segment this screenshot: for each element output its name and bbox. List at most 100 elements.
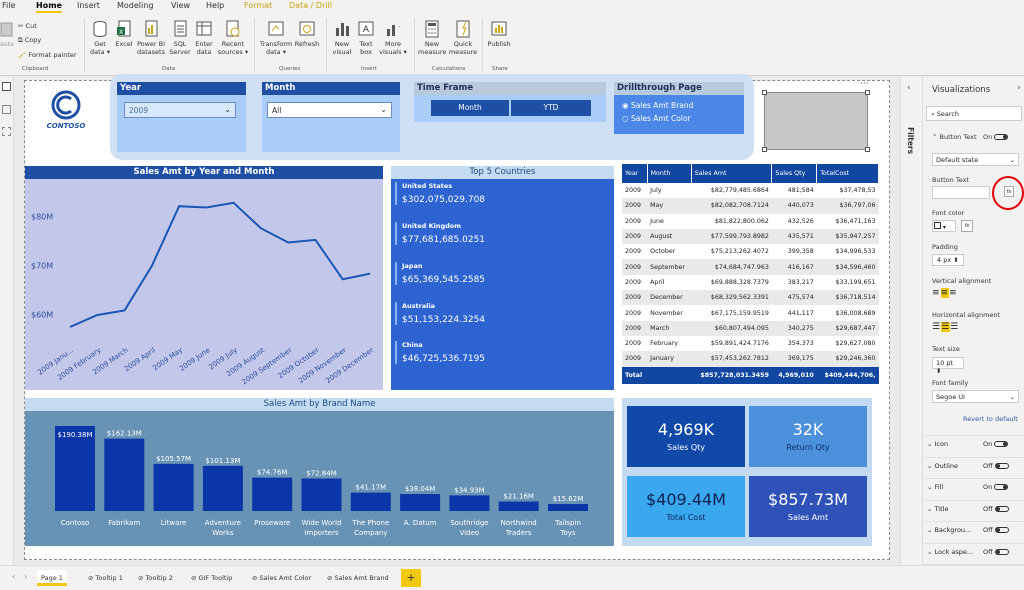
publish-button[interactable]: Publish — [486, 20, 512, 48]
new-visual-button[interactable]: New visual — [330, 20, 354, 56]
font-color-picker[interactable]: ▾ — [932, 220, 956, 232]
chevron-left-icon[interactable]: ‹ — [907, 83, 911, 93]
refresh-button[interactable]: Refresh — [294, 20, 320, 48]
paste-button[interactable]: aste — [0, 20, 14, 48]
get-data-button[interactable]: Get data ▾ — [88, 20, 112, 56]
menu-modeling[interactable]: Modeling — [117, 1, 154, 10]
format-section-title[interactable]: ⌄ Title Off — [923, 499, 1024, 516]
table-row[interactable]: 2009 February $59,891,424.7176 354,373 $29,6… — [622, 336, 879, 351]
menu-file[interactable]: File — [2, 1, 16, 10]
excel-button[interactable]: X Excel — [114, 20, 134, 48]
table-row[interactable]: 2009 September $74,684,747.963 416,167 $34,5… — [622, 259, 879, 275]
menu-home[interactable]: Home — [36, 1, 62, 13]
text-box-button[interactable]: A Text box — [356, 20, 376, 56]
resize-handle[interactable] — [865, 147, 870, 152]
tab-tooltip-2[interactable]: ⊘ Tooltip 2 — [134, 570, 177, 586]
new-measure-button[interactable]: New measure — [418, 20, 446, 56]
tab-page-1[interactable]: Page 1 — [37, 570, 67, 586]
menu-help[interactable]: Help — [206, 1, 225, 10]
drill-option-brand[interactable]: ◉ Sales Amt Brand — [622, 101, 693, 110]
font-family-dropdown[interactable]: Segoe UI ⌄ — [932, 390, 1019, 403]
year-dropdown[interactable]: 2009 ⌄ — [124, 102, 236, 118]
more-visuals-button[interactable]: … More visuals ▾ — [378, 20, 408, 56]
align-bottom-icon[interactable]: ≡ — [949, 288, 958, 298]
recent-sources-button[interactable]: Recent sources ▾ — [217, 20, 249, 56]
button-text-section[interactable]: ⌃ Button Text — [932, 133, 977, 141]
resize-handle[interactable] — [865, 90, 870, 95]
resize-handle[interactable] — [762, 147, 767, 152]
chevron-left-icon[interactable]: ‹ — [12, 572, 16, 581]
enter-data-button[interactable]: Enter data — [193, 20, 215, 56]
button-text-input[interactable] — [932, 186, 990, 199]
month-button[interactable]: Month — [431, 100, 509, 116]
ytd-button[interactable]: YTD — [511, 100, 591, 116]
section-toggle[interactable]: Off — [983, 526, 1009, 534]
table-row[interactable]: 2009 August $77,599,793.8982 435,571 $35,947… — [622, 228, 879, 245]
resize-handle[interactable] — [762, 90, 767, 95]
align-right-icon[interactable]: ☰ — [950, 322, 960, 332]
section-toggle[interactable]: On — [983, 483, 1009, 491]
table-row[interactable]: 2009 March $60,807,494.095 340,275 $29,687,4… — [622, 320, 879, 336]
chevron-right-icon[interactable]: › — [1017, 83, 1021, 93]
format-section-backgrou[interactable]: ⌄ Backgrou... Off — [923, 521, 1024, 537]
selected-button-visual[interactable] — [762, 90, 870, 152]
button-text-toggle[interactable]: On — [983, 133, 1009, 141]
section-toggle[interactable]: Off — [983, 462, 1009, 470]
report-view-icon[interactable] — [2, 82, 11, 91]
format-section-icon[interactable]: ⌄ Icon On — [923, 435, 1024, 451]
revert-to-default-link[interactable]: Revert to default — [963, 415, 1018, 423]
format-painter-button[interactable]: 🖌 Format painter — [18, 51, 77, 59]
chevron-right-icon[interactable]: › — [24, 572, 28, 581]
sql-server-button[interactable]: SQL Server — [169, 20, 191, 56]
align-center-icon[interactable]: ☰ — [941, 322, 951, 332]
quick-measure-button[interactable]: Quick measure — [448, 20, 478, 56]
table-row[interactable]: 2009 June $81,822,800.062 432,526 $36,471,16… — [622, 214, 879, 229]
model-view-icon[interactable] — [2, 127, 11, 136]
menu-format[interactable]: Format — [244, 1, 273, 10]
table-row[interactable]: 2009 July $82,779,485.6864 481,584 $37,478,5… — [622, 183, 879, 198]
add-page-button[interactable]: + — [401, 569, 421, 587]
section-toggle[interactable]: Off — [983, 505, 1009, 513]
format-section-fill[interactable]: ⌄ Fill On — [923, 478, 1024, 494]
table-row[interactable]: 2009 May $82,082,708.7124 440,073 $36,797,06 — [622, 198, 879, 214]
more-options-icon[interactable]: ··· — [860, 79, 869, 89]
table-row[interactable]: 2009 November $67,175,159.9519 441,117 $36,0… — [622, 305, 879, 320]
format-section-lockaspe[interactable]: ⌄ Lock aspe... Off — [923, 542, 1024, 559]
format-section-outline[interactable]: ⌄ Outline Off — [923, 456, 1024, 473]
transform-data-button[interactable]: Transform data ▾ — [259, 20, 293, 56]
table-header-cell[interactable]: TotalCost — [816, 164, 879, 183]
table-header-cell[interactable]: Sales Qty — [771, 164, 818, 183]
table-row[interactable]: 2009 January $57,453,262.7812 369,175 $29,24… — [622, 351, 879, 367]
menu-data-drill[interactable]: Data / Drill — [289, 1, 332, 10]
tab-tooltip-1[interactable]: ⊘ Tooltip 1 — [84, 570, 127, 586]
menu-view[interactable]: View — [171, 1, 190, 10]
tab-gif-tooltip[interactable]: ⊘ GIF Tooltip — [187, 570, 236, 586]
table-header-cell[interactable]: Year — [622, 164, 648, 183]
filters-pane-collapsed[interactable]: ‹ Filters — [900, 77, 922, 565]
cut-button[interactable]: ✂ Cut — [18, 22, 37, 30]
table-header-cell[interactable]: Sales Amt — [691, 164, 773, 183]
tab-sales-amt-brand[interactable]: ⊘ Sales Amt Brand — [323, 570, 393, 586]
section-toggle[interactable]: Off — [983, 548, 1009, 556]
table-row[interactable]: 2009 October $75,213,262.4072 399,358 $34,99… — [622, 244, 879, 259]
text-size-input[interactable]: 10 pt ⬍ — [932, 357, 964, 375]
tab-sales-amt-color[interactable]: ⊘ Sales Amt Color — [248, 570, 315, 586]
state-dropdown[interactable]: Default state ⌄ — [932, 153, 1019, 166]
menu-insert[interactable]: Insert — [77, 1, 100, 10]
align-left-icon[interactable]: ☰ — [932, 322, 942, 332]
table-row[interactable]: 2009 April $69,888,328.7379 383,217 $33,199,… — [622, 275, 879, 290]
section-toggle[interactable]: On — [983, 440, 1009, 448]
align-top-icon[interactable]: ≡ — [932, 288, 941, 298]
month-dropdown[interactable]: All ⌄ — [267, 102, 392, 118]
table-row[interactable]: 2009 December $68,329,562.3391 475,574 $36,7… — [622, 290, 879, 306]
data-view-icon[interactable] — [2, 105, 11, 114]
powerbi-datasets-button[interactable]: Power BI datasets — [136, 20, 166, 56]
viz-search-input[interactable]: ⌕ Search — [926, 106, 1022, 121]
fx-button[interactable]: fx — [961, 220, 973, 232]
table-header-cell[interactable]: Month — [647, 164, 692, 183]
table-total-row[interactable]: Total $857,728,031.3459 4,969,010 $409,444,… — [622, 366, 879, 384]
copy-button[interactable]: ⧉ Copy — [18, 36, 41, 45]
padding-input[interactable]: 4 px ⬍ — [932, 254, 964, 266]
align-middle-icon[interactable]: ≡ — [940, 288, 950, 298]
drill-option-color[interactable]: ○ Sales Amt Color — [622, 114, 691, 123]
